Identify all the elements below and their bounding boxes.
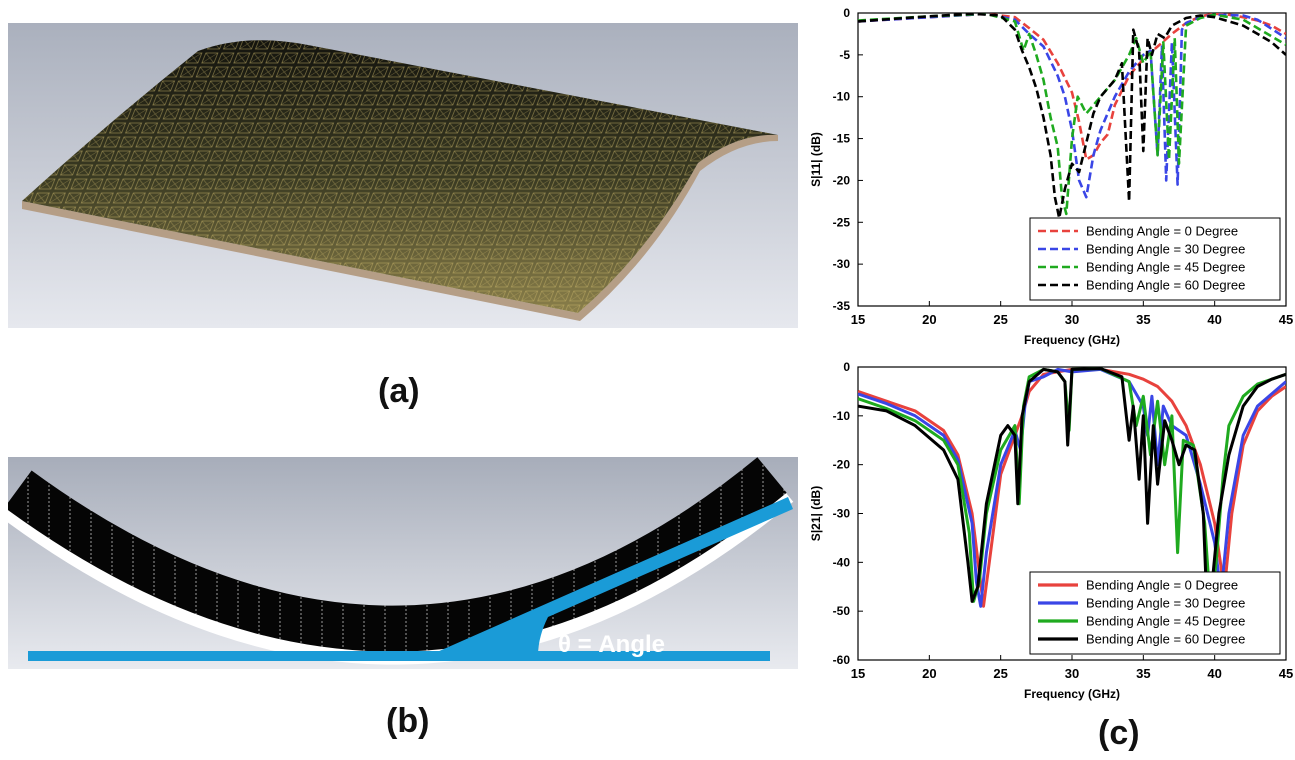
legend-label-3: Bending Angle = 60 Degree (1086, 632, 1245, 647)
angle-wedge (428, 497, 793, 656)
y-tick-label: -60 (833, 653, 851, 667)
y-tick-label: -20 (833, 173, 851, 187)
x-tick-label: 45 (1279, 666, 1293, 681)
bending-side-view: θ = Angle (8, 457, 798, 669)
x-tick-label: 40 (1207, 312, 1221, 327)
x-axis-label: Frequency (GHz) (1024, 333, 1120, 347)
caption-b: (b) (386, 702, 430, 740)
x-tick-label: 25 (993, 312, 1007, 327)
y-tick-label: -10 (833, 90, 851, 104)
legend-label-1: Bending Angle = 30 Degree (1086, 242, 1245, 257)
x-tick-label: 40 (1207, 666, 1221, 681)
x-tick-label: 15 (851, 312, 865, 327)
legend-label-2: Bending Angle = 45 Degree (1086, 614, 1245, 629)
chart-s11: 15 20 25 30 35 40 45 0 -5 -10 -15 -20 -25 -30 -35 Frequ… (809, 6, 1293, 347)
y-tick-label: -25 (833, 215, 851, 229)
chart-s21: 15 20 25 30 35 40 45 0 -10 -20 -30 -40 -50 -60 Frequen… (809, 360, 1293, 701)
series-line-2 (858, 13, 1286, 216)
y-axis-label: S|21| (dB) (809, 486, 823, 541)
x-axis-label: Frequency (GHz) (1024, 687, 1120, 701)
y-tick-label: -40 (833, 555, 851, 569)
legend-box (1029, 217, 1281, 301)
y-tick-label: -50 (833, 604, 851, 618)
legend-label-3: Bending Angle = 60 Degree (1086, 278, 1245, 293)
x-tick-label: 25 (993, 666, 1007, 681)
y-tick-label: -15 (833, 132, 851, 146)
x-tick-label: 20 (922, 312, 936, 327)
caption-a: (a) (378, 372, 420, 410)
y-tick-label: -5 (839, 48, 850, 62)
x-tick-label: 15 (851, 666, 865, 681)
legend-label-2: Bending Angle = 45 Degree (1086, 260, 1245, 275)
y-tick-label: -35 (833, 299, 851, 313)
series-line-3 (858, 13, 1286, 220)
x-tick-label: 30 (1065, 666, 1079, 681)
y-tick-label: 0 (843, 360, 850, 374)
flexible-surface-3d-render (8, 23, 798, 328)
series-line-1 (858, 13, 1286, 199)
x-tick-label: 35 (1136, 666, 1150, 681)
y-tick-label: -30 (833, 257, 851, 271)
x-tick-label: 35 (1136, 312, 1150, 327)
y-tick-label: 0 (843, 6, 850, 20)
x-tick-label: 30 (1065, 312, 1079, 327)
y-tick-label: -10 (833, 409, 851, 423)
y-axis-label: S|11| (dB) (809, 132, 823, 187)
legend-label-0: Bending Angle = 0 Degree (1086, 578, 1238, 593)
x-tick-label: 45 (1279, 312, 1293, 327)
legend-label-0: Bending Angle = 0 Degree (1086, 224, 1238, 239)
caption-c: (c) (1098, 714, 1140, 752)
y-tick-label: -30 (833, 507, 851, 521)
angle-label: θ = Angle (558, 631, 665, 658)
legend-label-1: Bending Angle = 30 Degree (1086, 596, 1245, 611)
y-tick-label: -20 (833, 458, 851, 472)
x-tick-label: 20 (922, 666, 936, 681)
